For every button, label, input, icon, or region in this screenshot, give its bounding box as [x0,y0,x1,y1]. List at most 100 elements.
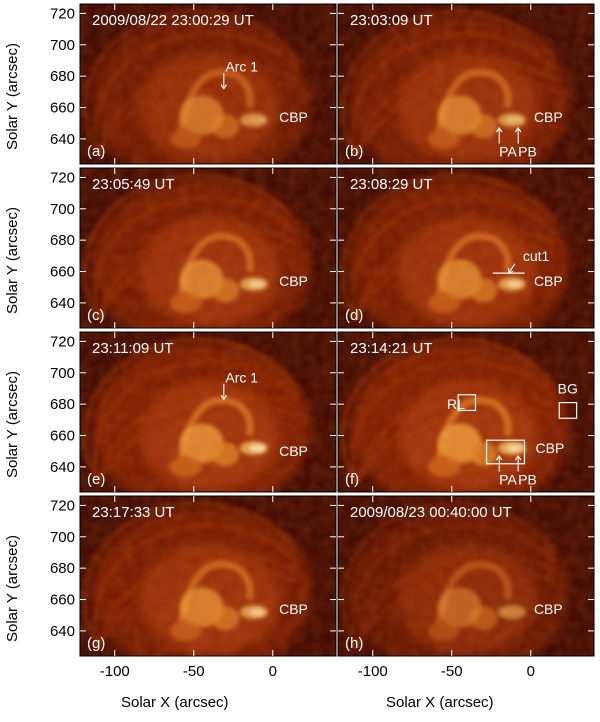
solar-image [338,168,594,328]
panel-letter: (f) [345,471,359,488]
panel-e: Arc 1 CBP 23:11:09 UT (e) [79,331,337,493]
solar-image [80,4,336,164]
panel-frame [79,495,337,657]
panel-letter: (c) [87,307,105,324]
solar-image [338,332,594,492]
x-tick-label: 0 [527,663,535,680]
annotation-arrow [514,454,522,472]
annotation-label: CBP [534,601,563,617]
panel-a: Arc 1 CBP 2009/08/22 23:00:29 UT (a) [79,3,337,165]
annotation-label: BG [558,380,578,396]
y-tick-label: 640 [50,131,75,148]
panel-frame [337,167,595,329]
y-axis-label-row-4: Solar Y (arcsec) [4,535,21,642]
x-axis-label-right: Solar X (arcsec) [386,694,494,711]
panel-letter: (h) [345,635,363,652]
panel-frame [337,3,595,165]
panel-frame [337,331,595,493]
annotation-label: PB [518,143,537,159]
y-tick-label: 640 [50,459,75,476]
annotation-label: CBP [279,109,308,125]
panel-timestamp: 2009/08/22 23:00:29 UT [92,12,254,29]
solar-image [338,496,594,656]
solar-image [80,168,336,328]
y-tick-label: 700 [50,365,75,382]
panel-timestamp: 23:08:29 UT [350,176,433,193]
annotation-label: CBP [534,273,563,289]
solar-image [80,496,336,656]
y-axis-label-row-3: Solar Y (arcsec) [4,371,21,478]
x-tick-label: 0 [269,663,277,680]
axes-layer: 720 700 680 660 640 720 700 680 660 640 720 700 680 6… [50,4,594,680]
y-tick-label: 640 [50,295,75,312]
panel-d: cut1 CBP 23:08:29 UT (d) [337,167,595,329]
solar-image [80,332,336,492]
region-box [457,394,477,412]
panel-letter: (e) [87,471,105,488]
x-tick-label: -50 [183,663,205,680]
panel-timestamp: 23:05:49 UT [92,176,175,193]
y-tick-label: 660 [50,100,75,117]
annotation-label: Arc 1 [225,369,258,385]
annotation-label: CBP [536,440,565,456]
panel-h: CBP 2009/08/23 00:40:00 UT (h) [337,495,595,657]
y-tick-label: 660 [50,264,75,281]
panel-frame [337,495,595,657]
y-tick-label: 720 [50,5,75,22]
panel-letter: (g) [87,635,105,652]
panel-timestamp: 23:17:33 UT [92,504,175,521]
panel-c: CBP 23:05:49 UT (c) [79,167,337,329]
annotation-arrow [495,454,503,472]
x-tick-label: -100 [358,663,388,680]
annotation-label: Arc 1 [225,59,258,75]
y-tick-label: 700 [50,201,75,218]
panel-b: CBP PA PB 23:03:09 UT (b) [337,3,595,165]
y-tick-label: 720 [50,333,75,350]
x-tick-label: -100 [100,663,130,680]
annotation-label: RL [447,396,465,412]
annotation-arrow [220,73,228,90]
x-tick-label: -50 [441,663,463,680]
panel-g: CBP 23:17:33 UT (g) [79,495,337,657]
panel-timestamp: 2009/08/23 00:40:00 UT [350,504,512,521]
annotation-arrow [514,126,522,144]
x-axis-label-left: Solar X (arcsec) [121,694,229,711]
panel-timestamp: 23:03:09 UT [350,12,433,29]
annotation-arrow [220,383,228,401]
region-box [485,439,526,465]
panel-frame [79,167,337,329]
y-axis-label-row-1: Solar Y (arcsec) [4,43,21,150]
y-tick-label: 680 [50,396,75,413]
panel-frame [79,331,337,493]
y-tick-label: 700 [50,529,75,546]
annotation-arrow [495,126,503,144]
y-tick-label: 660 [50,428,75,445]
panel-timestamp: 23:14:21 UT [350,340,433,357]
y-tick-label: 700 [50,37,75,54]
annotation-label: PA [499,471,517,487]
y-tick-label: 660 [50,592,75,609]
panel-letter: (b) [345,143,363,160]
annotation-label: cut1 [523,248,550,264]
solar-image [338,4,594,164]
annotation-label: PA [499,143,517,159]
annotation-label: CBP [279,273,308,289]
annotation-label: CBP [279,601,308,617]
annotation-label: PB [518,471,537,487]
panel-f: RL BG CBP PA PB 23:14:21 UT (f) [337,331,595,493]
y-tick-label: 720 [50,497,75,514]
panel-timestamp: 23:11:09 UT [92,340,173,357]
region-box [558,401,578,419]
y-tick-label: 680 [50,68,75,85]
annotation-label: CBP [534,109,563,125]
panel-frame [79,3,337,165]
panel-letter: (d) [345,307,363,324]
y-tick-label: 720 [50,169,75,186]
annotation-label: CBP [279,443,308,459]
annotation-arrow [508,263,516,274]
panel-letter: (a) [87,143,105,160]
y-axis-label-row-2: Solar Y (arcsec) [4,207,21,314]
y-tick-label: 680 [50,560,75,577]
